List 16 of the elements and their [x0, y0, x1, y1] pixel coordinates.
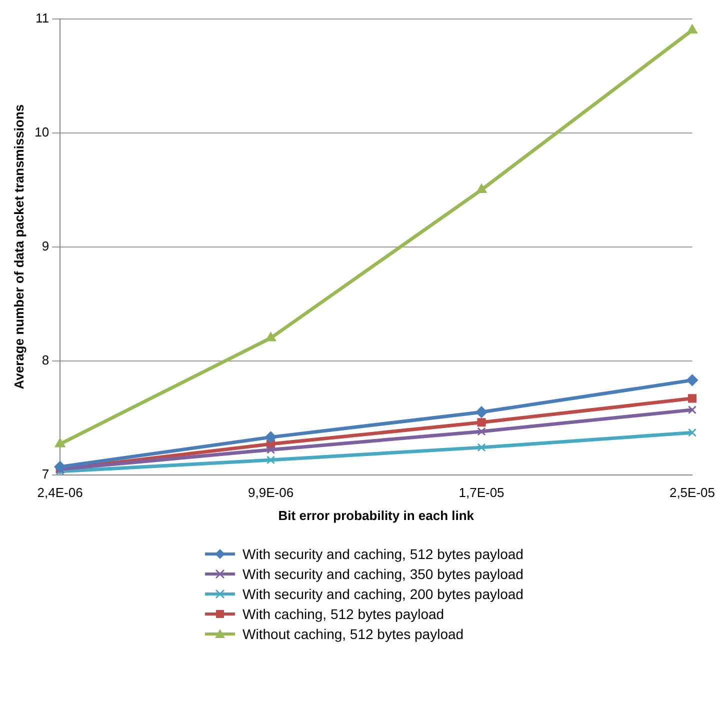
legend-label: With security and caching, 512 bytes payload	[242, 546, 524, 562]
x-tick-label: 1,7E-05	[458, 485, 504, 500]
y-tick-label: 8	[42, 352, 50, 368]
y-tick-label: 10	[34, 124, 50, 140]
y-axis-title: Average number of data packet transmissions	[11, 104, 26, 390]
x-axis-title: Bit error probability in each link	[278, 508, 475, 523]
y-tick-label: 9	[42, 238, 50, 254]
legend-label: Without caching, 512 bytes payload	[242, 626, 464, 642]
y-tick-label: 11	[36, 10, 50, 26]
legend-label: With caching, 512 bytes payload	[242, 606, 444, 622]
legend-label: With security and caching, 200 bytes payload	[242, 586, 524, 602]
x-tick-label: 9,9E-06	[248, 485, 294, 500]
legend-label: With security and caching, 350 bytes payload	[242, 566, 524, 582]
x-tick-label: 2,4E-06	[37, 485, 83, 500]
x-tick-label: 2,5E-05	[669, 485, 716, 500]
y-tick-label: 7	[42, 466, 50, 482]
